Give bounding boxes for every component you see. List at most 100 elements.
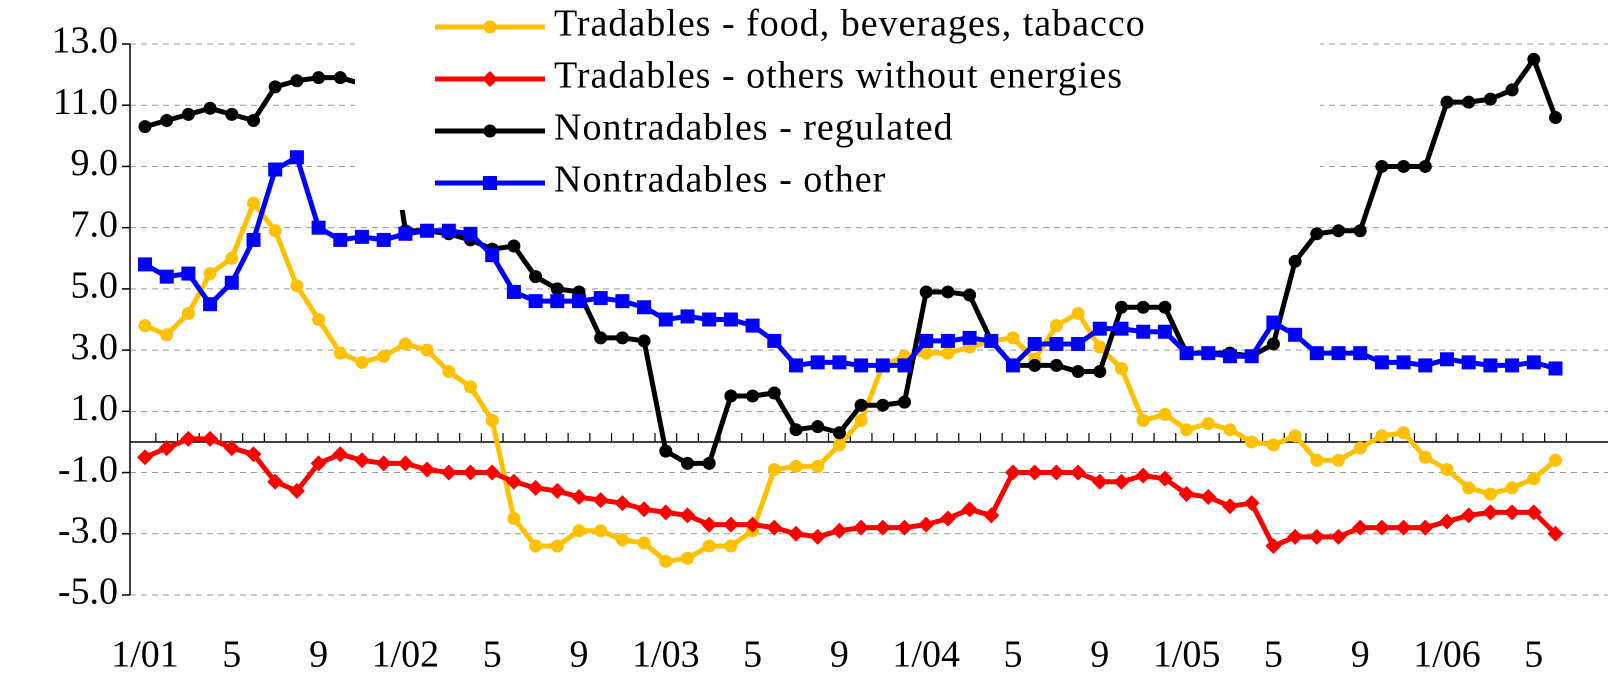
marker	[181, 266, 196, 281]
marker	[1548, 361, 1563, 376]
marker	[355, 355, 369, 369]
marker	[637, 536, 651, 550]
marker	[789, 358, 803, 373]
marker	[615, 294, 630, 309]
marker	[1483, 487, 1497, 501]
marker	[592, 492, 609, 509]
legend-label: Nontradables - other	[554, 159, 886, 201]
marker	[724, 539, 738, 553]
marker	[160, 114, 174, 128]
marker	[333, 232, 348, 247]
marker	[310, 455, 327, 472]
marker	[941, 285, 955, 299]
y-tick-label: 13.0	[52, 20, 119, 62]
marker	[1071, 336, 1086, 351]
marker	[702, 456, 716, 470]
marker	[810, 355, 825, 370]
legend-label: Tradables - food, beverages, tabacco	[554, 3, 1146, 45]
marker	[311, 220, 326, 235]
marker	[333, 346, 347, 360]
marker	[1156, 470, 1173, 487]
marker	[1309, 346, 1324, 361]
marker	[701, 516, 718, 533]
marker	[615, 331, 629, 345]
marker	[722, 516, 739, 533]
marker	[203, 267, 217, 281]
marker	[874, 519, 891, 536]
marker	[1332, 453, 1345, 467]
marker	[1332, 224, 1345, 238]
marker	[1005, 464, 1021, 481]
marker	[658, 312, 673, 327]
marker	[180, 430, 197, 447]
marker	[1547, 525, 1564, 542]
marker	[723, 312, 738, 327]
marker	[853, 519, 870, 536]
marker	[1417, 519, 1434, 536]
marker	[312, 71, 326, 85]
legend: Tradables - food, beverages, tabacco Trad…	[355, 0, 1320, 210]
marker	[1026, 464, 1043, 481]
marker	[354, 452, 370, 469]
marker	[1266, 438, 1280, 452]
marker	[505, 473, 522, 490]
marker	[507, 511, 521, 525]
marker	[767, 386, 781, 400]
marker	[1395, 519, 1412, 536]
marker	[1093, 340, 1107, 354]
marker	[462, 464, 479, 481]
marker	[789, 459, 803, 473]
marker	[898, 395, 911, 409]
x-tick-label: 5	[1004, 634, 1023, 676]
marker	[572, 294, 586, 309]
marker	[1115, 300, 1128, 314]
marker	[375, 455, 392, 472]
marker	[1288, 254, 1302, 268]
marker	[1525, 504, 1542, 521]
marker	[811, 420, 825, 434]
marker	[1178, 485, 1195, 502]
marker	[376, 232, 391, 247]
marker	[1527, 52, 1541, 66]
marker	[1353, 224, 1367, 238]
marker	[745, 318, 760, 333]
marker	[1049, 358, 1063, 372]
marker	[1440, 462, 1454, 476]
marker	[1287, 528, 1304, 545]
marker	[1243, 495, 1260, 512]
x-tick-label: 1/04	[892, 634, 960, 676]
marker	[941, 346, 955, 360]
marker	[702, 312, 717, 327]
marker	[158, 440, 175, 457]
marker	[290, 74, 304, 88]
marker	[377, 349, 391, 363]
marker	[1027, 336, 1042, 351]
marker	[572, 524, 586, 538]
marker	[637, 334, 651, 348]
legend-label: Nontradables - regulated	[554, 107, 954, 149]
marker	[1418, 358, 1433, 373]
marker	[138, 257, 152, 272]
x-tick-label: 1/06	[1413, 634, 1481, 676]
marker	[876, 398, 890, 412]
marker	[485, 248, 500, 263]
marker	[1266, 337, 1280, 351]
marker	[268, 224, 282, 238]
marker	[1288, 429, 1302, 443]
x-tick-label: 5	[1264, 634, 1283, 676]
marker	[1505, 358, 1520, 373]
marker	[657, 504, 674, 521]
y-tick-label: 5.0	[71, 265, 119, 307]
marker	[1418, 450, 1432, 464]
marker	[659, 444, 673, 458]
marker	[160, 328, 174, 342]
marker	[1006, 331, 1020, 345]
marker	[550, 294, 565, 309]
x-tick-label: 9	[1351, 634, 1370, 676]
marker	[1439, 513, 1455, 530]
marker	[1352, 519, 1369, 536]
marker	[355, 229, 369, 244]
x-tick-label: 9	[309, 634, 328, 676]
marker	[1070, 464, 1087, 481]
marker	[1049, 336, 1064, 351]
